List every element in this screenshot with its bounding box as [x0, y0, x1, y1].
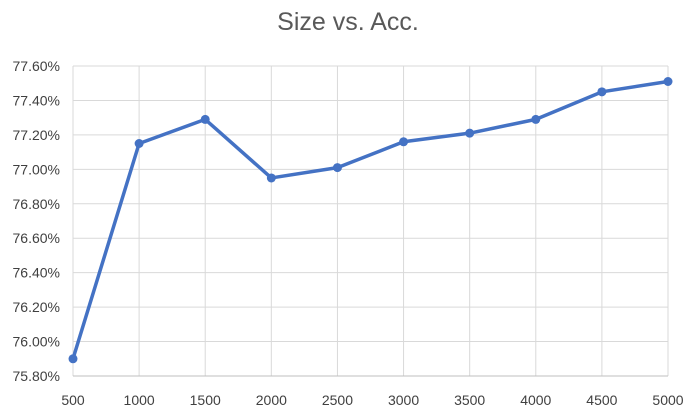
data-point: [465, 128, 475, 138]
data-point: [399, 137, 409, 147]
y-tick-label: 77.40%: [13, 92, 60, 108]
x-tick-label: 5000: [652, 392, 683, 408]
y-tick-label: 76.20%: [13, 299, 60, 315]
data-point: [266, 173, 276, 183]
x-tick-label: 2000: [256, 392, 287, 408]
x-tick-label: 1000: [124, 392, 155, 408]
x-tick-label: 3500: [454, 392, 485, 408]
data-point: [68, 354, 78, 364]
data-point: [597, 87, 607, 97]
x-tick-label: 3000: [388, 392, 419, 408]
data-point: [531, 114, 541, 124]
data-point: [134, 139, 144, 148]
y-tick-label: 77.00%: [13, 161, 60, 177]
y-tick-label: 76.80%: [13, 196, 60, 212]
y-tick-label: 77.60%: [13, 58, 60, 74]
x-tick-label: 4500: [586, 392, 617, 408]
x-tick-label: 2500: [322, 392, 353, 408]
y-tick-label: 76.40%: [13, 265, 60, 281]
y-tick-label: 75.80%: [13, 368, 60, 384]
data-point: [200, 114, 210, 124]
x-tick-label: 1500: [190, 392, 221, 408]
x-tick-label: 500: [61, 392, 85, 408]
data-point: [663, 77, 673, 86]
data-point: [332, 163, 342, 173]
series-line: [71, 79, 670, 361]
y-tick-label: 77.20%: [13, 127, 60, 143]
x-tick-label: 4000: [520, 392, 551, 408]
y-tick-label: 76.60%: [13, 230, 60, 246]
y-tick-label: 76.00%: [13, 334, 60, 350]
chart-title: Size vs. Acc.: [277, 8, 419, 36]
